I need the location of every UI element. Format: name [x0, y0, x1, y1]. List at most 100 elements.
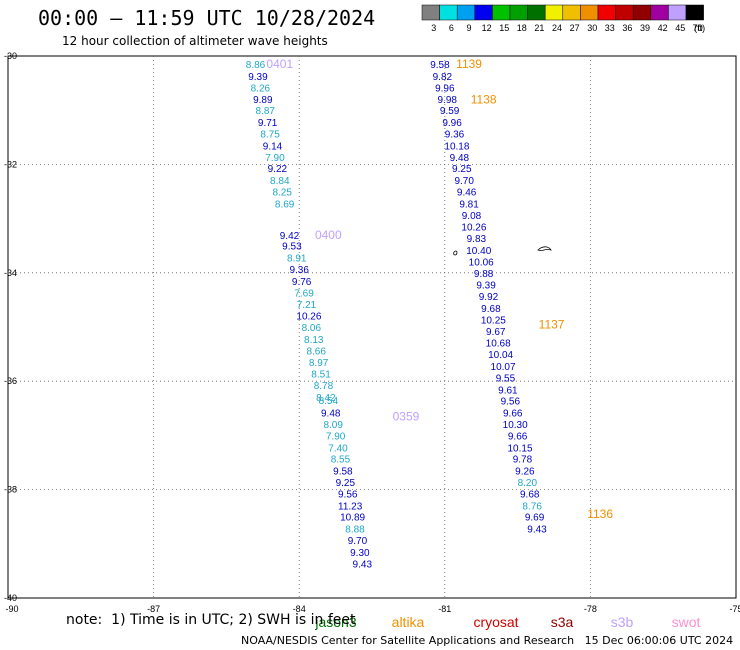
x-tick-label: -90	[5, 604, 18, 614]
swh-value-label: 9.56	[501, 397, 521, 408]
swh-value-label: 9.42	[280, 231, 300, 242]
swh-value-label: 9.66	[503, 409, 523, 420]
swh-value-label: 9.53	[282, 242, 302, 253]
swh-value-label: 9.66	[508, 431, 528, 442]
swh-value-label: 9.68	[481, 304, 501, 315]
swh-value-label: 10.15	[508, 443, 533, 454]
x-tick-label: -81	[438, 604, 451, 614]
swh-value-label: 10.89	[340, 513, 365, 524]
swh-value-label: 8.55	[331, 455, 351, 466]
swh-value-label: 9.56	[338, 489, 358, 500]
swh-value-label: 7.90	[326, 431, 346, 442]
swh-value-label: 9.88	[474, 269, 494, 280]
swh-value-label: 9.26	[515, 467, 535, 478]
page-subtitle: 12 hour collection of altimeter wave hei…	[62, 34, 328, 48]
swh-value-label: 9.96	[442, 118, 462, 129]
x-tick-label: -75	[729, 604, 740, 614]
swh-value-label: 10.18	[444, 141, 469, 152]
swh-value-label: 9.81	[459, 199, 479, 210]
swh-value-label: 8.84	[270, 176, 290, 187]
scale-label: 70	[693, 23, 703, 33]
swh-value-label: 9.39	[248, 72, 268, 83]
x-tick-label: -87	[147, 604, 160, 614]
swh-value-label: 10.26	[461, 223, 486, 234]
swh-value-label: 8.25	[272, 188, 292, 199]
swh-value-label: 8.87	[255, 106, 275, 117]
swh-value-label: 8.54	[319, 396, 339, 407]
swh-value-label: 7.90	[265, 153, 285, 164]
scale-swatch	[685, 4, 704, 21]
swh-value-label: 9.70	[348, 536, 368, 547]
swh-value-label: 9.22	[268, 164, 288, 175]
swh-value-label: 9.71	[258, 118, 278, 129]
swh-value-label: 8.26	[251, 83, 271, 94]
swh-value-label: 9.92	[479, 292, 499, 303]
pass-time-label: 1137	[539, 317, 565, 331]
swh-value-label: 8.69	[275, 199, 295, 210]
swh-value-label: 8.66	[306, 346, 326, 357]
swh-value-label: 8.09	[323, 420, 343, 431]
legend-item-s3b: s3b	[611, 614, 634, 630]
scale-label: 21	[534, 23, 544, 33]
swh-value-label: 7.40	[328, 443, 348, 454]
swh-value-label: 9.55	[496, 373, 516, 384]
scale-label: 9	[466, 23, 471, 33]
swh-value-label: 8.97	[309, 358, 329, 369]
swh-value-label: 10.06	[469, 257, 494, 268]
swh-value-label: 9.70	[454, 176, 474, 187]
scale-label: 36	[622, 23, 632, 33]
legend-item-altika: altika	[392, 614, 425, 630]
legend-item-cryosat: cryosat	[473, 614, 518, 630]
swh-value-label: 8.20	[518, 478, 538, 489]
scale-label: 45	[675, 23, 685, 33]
y-tick-label: -32	[4, 159, 17, 169]
swh-value-label: 8.13	[304, 335, 324, 346]
scale-label: 42	[658, 23, 668, 33]
swh-value-label: 9.82	[433, 72, 453, 83]
scale-unit: (ft)	[694, 23, 705, 33]
swh-value-label: 9.25	[336, 478, 356, 489]
swh-value-label: 9.08	[462, 211, 482, 222]
swh-value-label: 8.78	[314, 381, 334, 392]
swh-value-label: 8.76	[522, 501, 542, 512]
pass-time-label: 1138	[471, 92, 497, 106]
y-tick-label: -36	[4, 376, 17, 386]
swh-value-label: 9.48	[450, 153, 470, 164]
swh-value-label: 9.58	[333, 467, 353, 478]
legend-item-swot: swot	[672, 614, 701, 630]
y-tick-label: -30	[4, 51, 17, 61]
swh-value-label: 9.25	[452, 164, 472, 175]
swh-value-label: 9.78	[513, 455, 533, 466]
swh-value-label: 9.48	[321, 409, 341, 420]
page-title: 00:00 – 11:59 UTC 10/28/2024	[38, 6, 376, 30]
plot-frame	[7, 55, 737, 599]
swh-value-label: 9.30	[350, 548, 370, 559]
swh-value-label: 10.07	[491, 362, 516, 373]
scale-label: 18	[517, 23, 527, 33]
swh-value-label: 8.91	[287, 254, 307, 265]
scale-label: 3	[431, 23, 436, 33]
pass-time-label: 0401	[266, 57, 293, 71]
swh-value-label: 10.26	[296, 312, 321, 323]
swh-value-label: 9.58	[430, 60, 450, 71]
island-shape	[453, 250, 458, 256]
swh-value-label: 10.68	[486, 339, 511, 350]
swh-value-label: 8.51	[311, 370, 331, 381]
legend-item-jason3: jason3	[314, 614, 356, 630]
legend-item-s3a: s3a	[551, 614, 574, 630]
x-tick-label: -78	[584, 604, 597, 614]
swh-value-label: 10.25	[481, 315, 506, 326]
swh-value-label: 10.04	[488, 350, 513, 361]
swh-value-label: 9.76	[292, 277, 312, 288]
swh-value-label: 9.61	[498, 385, 518, 396]
swh-value-label: 9.89	[253, 95, 273, 106]
scale-label: 30	[587, 23, 597, 33]
swh-value-label: 9.96	[435, 83, 455, 94]
swh-value-label: 8.06	[302, 323, 322, 334]
pass-time-label: 0400	[315, 228, 342, 242]
y-tick-label: -38	[4, 485, 17, 495]
y-tick-label: -40	[4, 593, 17, 603]
x-tick-label: -84	[293, 604, 306, 614]
scale-label: 27	[570, 23, 580, 33]
